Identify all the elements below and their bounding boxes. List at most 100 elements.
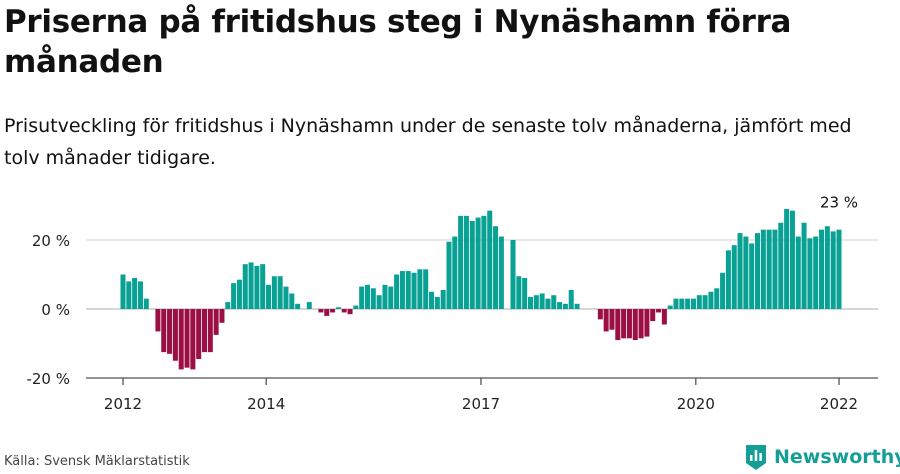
bar: [830, 231, 836, 310]
bar: [720, 272, 726, 309]
bar: [190, 309, 196, 370]
bar: [650, 309, 656, 322]
chart-subtitle: Prisutveckling för fritidshus i Nynäsham…: [4, 115, 852, 169]
bar: [132, 277, 138, 309]
bar: [731, 245, 737, 309]
bar: [632, 309, 638, 341]
bar: [725, 250, 731, 309]
bar: [353, 305, 359, 309]
bar: [231, 283, 237, 310]
bar: [638, 309, 644, 339]
bar: [196, 309, 202, 360]
bar: [370, 288, 376, 309]
y-tick-label: -20 %: [26, 370, 70, 388]
chart-title: Priserna på fritidshus steg i Nynäshamn …: [4, 4, 792, 80]
bar: [236, 279, 242, 309]
bar: [789, 210, 795, 309]
bar: [557, 302, 563, 309]
bar: [207, 309, 213, 353]
bar: [201, 309, 207, 353]
bar: [213, 309, 219, 335]
y-tick-label: 0 %: [41, 301, 70, 319]
bar: [690, 298, 696, 309]
bar: [539, 293, 545, 309]
bar: [184, 309, 190, 368]
bar: [242, 264, 248, 309]
bar: [760, 229, 766, 309]
x-tick-label: 2020: [677, 395, 715, 413]
bar: [248, 262, 254, 309]
bar: [609, 309, 615, 330]
bar: [330, 309, 336, 313]
bar: [562, 303, 568, 309]
bar: [516, 276, 522, 309]
bar: [551, 295, 557, 309]
bar: [661, 309, 667, 325]
bar: [463, 215, 469, 309]
bar: [429, 291, 435, 309]
bar: [137, 281, 143, 309]
bar: [335, 307, 341, 309]
bar: [306, 302, 312, 309]
bar: [289, 293, 295, 309]
bar: [493, 226, 499, 309]
bar: [679, 298, 685, 309]
bar: [295, 303, 301, 309]
bar: [458, 215, 464, 309]
bar: [143, 298, 149, 309]
bar: [120, 274, 126, 309]
bar: [277, 276, 283, 309]
bar: [743, 236, 749, 309]
x-tick-label: 2017: [462, 395, 500, 413]
bar: [423, 269, 429, 309]
newsworthy-logo: Newsworthy: [744, 442, 900, 472]
bar: [545, 298, 551, 309]
bar: [399, 271, 405, 309]
bar: [813, 236, 819, 309]
bar: [411, 272, 417, 309]
bar: [702, 295, 708, 309]
bar: [597, 309, 603, 320]
source-note: Källa: Svensk Mäklarstatistik: [4, 454, 190, 469]
bar: [807, 238, 813, 309]
brand-name: Newsworthy: [774, 446, 900, 468]
bar: [533, 295, 539, 309]
bar: [527, 296, 533, 309]
bar: [824, 226, 830, 309]
bar: [766, 229, 772, 309]
bar: [784, 208, 790, 309]
bar: [795, 236, 801, 309]
bar: [271, 276, 277, 309]
bar: [347, 309, 353, 315]
bar: [819, 229, 825, 309]
bar: [172, 309, 178, 361]
bar: [714, 288, 720, 309]
bar: [417, 269, 423, 309]
price-change-chart: 20 % 0 % -20 % 2012 2014 2017 2020 2022 23 %: [26, 194, 878, 413]
x-tick-label: 2022: [820, 395, 858, 413]
bar: [225, 302, 231, 309]
bar: [475, 217, 481, 309]
bar: [219, 309, 225, 323]
bar: [522, 277, 528, 309]
bar: [603, 309, 609, 332]
bar: [452, 236, 458, 309]
bar: [667, 305, 673, 309]
bar: [749, 243, 755, 309]
bar: [836, 229, 842, 309]
bar: [755, 233, 761, 309]
bar: [621, 309, 627, 339]
bar: [568, 290, 574, 309]
bar: [696, 295, 702, 309]
bar: [772, 229, 778, 309]
bar: [394, 274, 400, 309]
bar: [161, 309, 167, 353]
axes: [86, 377, 878, 385]
bar: [283, 286, 289, 309]
last-value-label: 23 %: [820, 194, 858, 212]
bar: [178, 309, 184, 370]
bar: [359, 286, 365, 309]
bar: [376, 295, 382, 309]
bar: [574, 303, 580, 309]
labels: 20 % 0 % -20 % 2012 2014 2017 2020 2022 23 %: [26, 194, 858, 413]
